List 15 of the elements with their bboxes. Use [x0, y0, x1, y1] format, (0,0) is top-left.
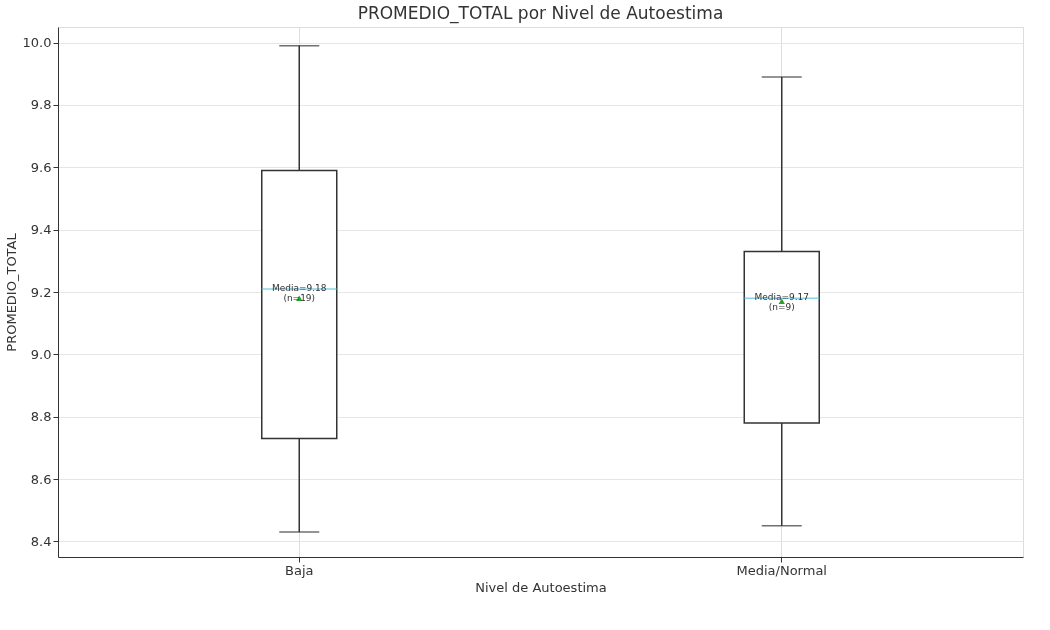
y-tick-label: 8.4	[30, 533, 52, 549]
y-tick-label: 9.8	[30, 97, 52, 113]
x-axis-title: Nivel de Autoestima	[475, 579, 607, 595]
y-tick-label: 8.8	[30, 409, 52, 425]
y-tick-label: 9.0	[30, 346, 52, 362]
chart-title: PROMEDIO_TOTAL por Nivel de Autoestima	[357, 3, 724, 24]
y-tick-label: 8.6	[30, 471, 52, 487]
y-axis-title: PROMEDIO_TOTAL	[3, 232, 19, 352]
y-tick-label: 9.4	[30, 222, 52, 238]
y-tick-label: 9.2	[30, 284, 52, 300]
y-tick-label: 9.6	[30, 159, 52, 175]
x-tick-label: Media/Normal	[736, 562, 827, 578]
annotation: Media=9.17 (n=9)	[754, 292, 810, 313]
y-tick-label: 10.0	[22, 35, 52, 51]
x-tick-label: Baja	[285, 562, 314, 578]
